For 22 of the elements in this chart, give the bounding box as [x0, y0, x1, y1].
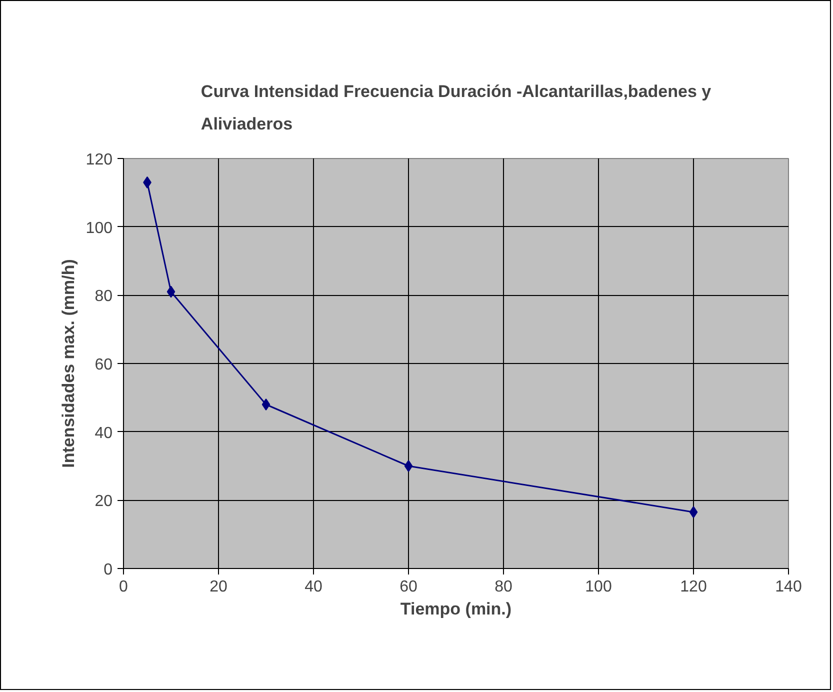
chart-title: Curva Intensidad Frecuencia Duración -Alcantarillas,badenes y Aliviaderos [200, 82, 712, 134]
y-tick-label: 80 [94, 288, 113, 306]
x-tick-label: 120 [680, 578, 707, 596]
x-tick-label: 100 [585, 578, 612, 596]
y-tick-label: 40 [94, 424, 113, 442]
point [404, 460, 413, 472]
y-tick-label: 60 [94, 356, 113, 374]
y-tick-label: 20 [94, 493, 113, 510]
x-tick-label: 20 [210, 578, 228, 596]
y-tick-label: 0 [104, 562, 113, 578]
point [262, 398, 270, 410]
point [689, 506, 698, 518]
x-axis-title: Tiempo (min.) [400, 600, 512, 618]
x-tick-label: 140 [775, 578, 802, 596]
x-tick-label: 0 [119, 578, 128, 596]
y-axis-title: Intensidades max. (mm/h) [58, 259, 78, 468]
x-tick-label: 40 [304, 578, 322, 596]
y-tick-label: 120 [86, 152, 113, 168]
x-tick-label: 80 [494, 578, 512, 596]
point [166, 286, 176, 298]
x-tick-label: 60 [400, 578, 418, 596]
y-tick-label: 100 [86, 220, 113, 237]
